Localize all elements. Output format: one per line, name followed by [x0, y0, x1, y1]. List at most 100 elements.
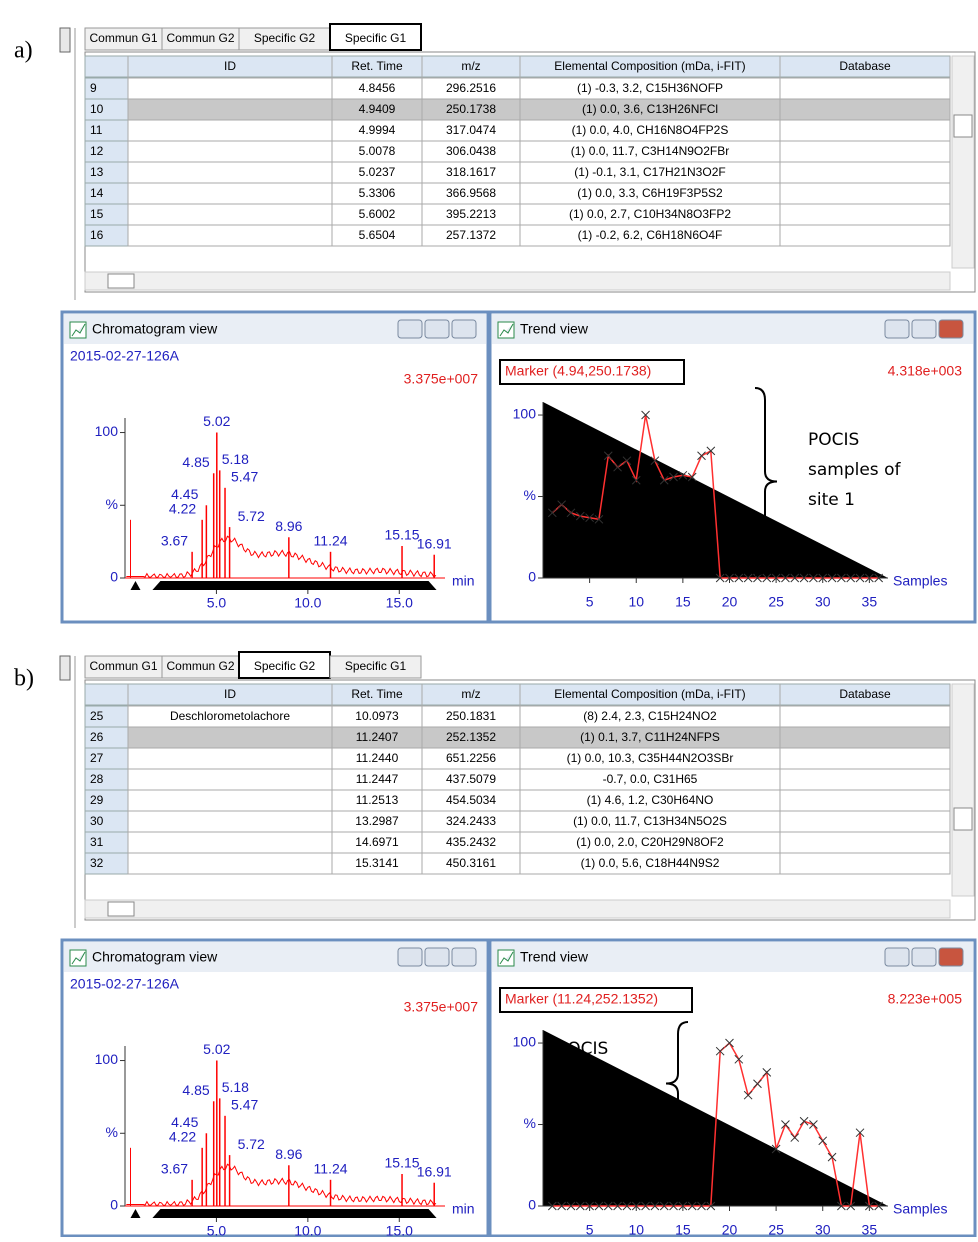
- column-header: Elemental Composition (mDa, i-FIT): [554, 59, 745, 73]
- h-scroll-thumb[interactable]: [107, 273, 135, 289]
- tab-label: Commun G1: [89, 31, 157, 45]
- panel-label: b): [14, 666, 34, 692]
- y-tick-label: %: [524, 1115, 536, 1131]
- sample-point: [706, 446, 716, 456]
- tab-label: Commun G2: [166, 659, 234, 673]
- column-header: Database: [839, 687, 891, 701]
- sample-point: [697, 1201, 706, 1211]
- row-number: 13: [90, 165, 104, 179]
- x-axis-label: Samples: [893, 1201, 947, 1217]
- table-row[interactable]: [127, 768, 951, 791]
- x-tick-label: 10: [628, 1222, 644, 1237]
- table-row[interactable]: [127, 203, 951, 226]
- cell: 651.2256: [446, 751, 496, 765]
- sample-point: [697, 451, 706, 461]
- table-row[interactable]: [127, 224, 951, 247]
- sample-point: [613, 462, 622, 472]
- sample-name: 2015-02-27-126A: [70, 976, 180, 992]
- sample-point: [864, 1201, 874, 1211]
- cell: 14.6971: [355, 835, 399, 849]
- table-row[interactable]: [127, 161, 951, 184]
- annotation: POCIS: [808, 430, 859, 450]
- tab[interactable]: [329, 655, 422, 679]
- x-tick-label: 5.0: [207, 595, 227, 611]
- row-number: 28: [90, 772, 104, 786]
- cell: 324.2433: [446, 814, 496, 828]
- row-number: 25: [90, 709, 104, 723]
- table-row[interactable]: [127, 852, 951, 875]
- sample-point: [557, 500, 567, 510]
- cell: (1) 0.0, 2.7, C10H34N8O3FP2: [569, 207, 731, 221]
- sample-point: [809, 573, 818, 583]
- cell: (1) 0.0, 10.3, C35H44N2O3SBr: [567, 751, 734, 765]
- cell: 11.2447: [356, 772, 399, 786]
- peak-label: 15.15: [385, 1155, 420, 1171]
- cell: 437.5079: [446, 772, 496, 786]
- cell: 435.2432: [446, 835, 496, 849]
- table-row[interactable]: [127, 810, 951, 833]
- cell: (1) 0.0, 4.0, CH16N8O4FP2S: [572, 123, 729, 137]
- table-row[interactable]: [127, 140, 951, 163]
- window-button[interactable]: [884, 319, 910, 339]
- window-button[interactable]: [911, 319, 937, 339]
- table-row[interactable]: [127, 831, 951, 854]
- cell: 4.9994: [359, 123, 396, 137]
- cell: 296.2516: [446, 81, 496, 95]
- window-button[interactable]: [424, 947, 450, 967]
- sample-point: [650, 1201, 660, 1211]
- v-scroll-thumb[interactable]: [953, 114, 973, 138]
- window-button[interactable]: [397, 947, 423, 967]
- v-scroll-thumb[interactable]: [953, 807, 973, 831]
- dock-icon: [59, 27, 71, 53]
- table-row[interactable]: [127, 182, 951, 205]
- cell: (1) -0.2, 6.2, C6H18N6O4F: [578, 228, 723, 242]
- window: [60, 938, 490, 1238]
- y-tick-label: %: [106, 496, 118, 512]
- view-icon: [69, 949, 87, 967]
- sample-point: [603, 1201, 613, 1211]
- sample-point: [734, 573, 744, 583]
- window-button[interactable]: [938, 319, 964, 339]
- sample-point: [762, 573, 772, 583]
- sample-point: [715, 573, 725, 583]
- cell: 11.2407: [356, 730, 399, 744]
- table-row[interactable]: [127, 747, 951, 770]
- peak-label: 11.24: [314, 533, 348, 549]
- window-button[interactable]: [397, 319, 423, 339]
- h-scroll-thumb[interactable]: [107, 901, 135, 917]
- brace: [665, 1021, 689, 1146]
- row-number: 11: [90, 123, 103, 137]
- sample-point: [641, 410, 650, 420]
- tab-label: Commun G1: [89, 659, 157, 673]
- cell: 5.6504: [359, 228, 396, 242]
- sample-point: [799, 573, 809, 583]
- table-row[interactable]: [127, 789, 951, 812]
- window-button[interactable]: [424, 319, 450, 339]
- window-title: Trend view: [520, 321, 589, 337]
- window-button[interactable]: [938, 947, 964, 967]
- tab-label: Specific G1: [345, 659, 407, 673]
- sample-point: [585, 513, 594, 523]
- table-row[interactable]: [127, 77, 951, 100]
- time-bar: [130, 581, 437, 590]
- window-button[interactable]: [884, 947, 910, 967]
- column-header: m/z: [461, 59, 480, 73]
- cell: 13.2987: [355, 814, 399, 828]
- sample-point: [547, 1201, 557, 1211]
- sample-point: [678, 470, 688, 480]
- column-header: ID: [224, 687, 236, 701]
- window-button[interactable]: [451, 319, 477, 339]
- tab[interactable]: [329, 23, 422, 51]
- window-button[interactable]: [911, 947, 937, 967]
- cell: 252.1352: [446, 730, 496, 744]
- table-row[interactable]: [127, 98, 951, 121]
- x-tick-label: 25: [768, 594, 784, 610]
- cell: (1) -0.1, 3.1, C17H21N3O2F: [574, 165, 725, 179]
- table-row[interactable]: [127, 726, 951, 749]
- window-button[interactable]: [451, 947, 477, 967]
- y-tick-label: %: [106, 1124, 118, 1140]
- cell: (1) 0.0, 3.3, C6H19F3P5S2: [577, 186, 723, 200]
- table-row[interactable]: [127, 119, 951, 142]
- x-axis-label: min: [452, 1201, 475, 1217]
